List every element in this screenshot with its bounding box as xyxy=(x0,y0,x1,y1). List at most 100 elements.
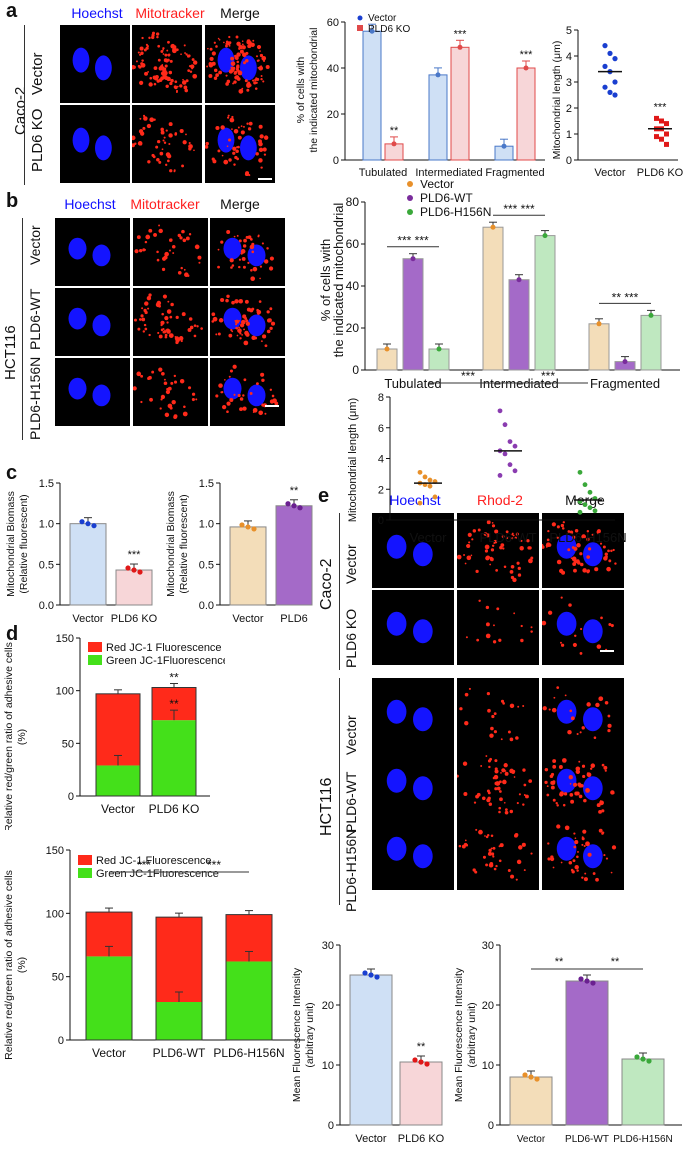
y-axis-label: Relative red/green ratio of adhesive cel… xyxy=(3,642,15,830)
significance-label: ** xyxy=(417,1041,426,1053)
bar xyxy=(482,226,504,371)
b-header-mitotracker: Mitotracker xyxy=(130,196,200,212)
y-axis-label: Mitochondrial Biomass xyxy=(165,491,177,597)
y-axis-label: Relative red/green ratio of adhesive cel… xyxy=(3,870,15,1060)
a-tiles-hoechst-r1 xyxy=(60,105,130,183)
y-axis-label: Mean Fluorescence Intensity xyxy=(291,967,303,1102)
data-point xyxy=(137,569,143,575)
y-tick-label: 1.0 xyxy=(39,519,54,531)
x-tick-label: Tubulated xyxy=(384,376,441,391)
e-tiles-hoechst-r1 xyxy=(372,590,454,665)
legend-marker xyxy=(88,655,102,665)
bar xyxy=(362,30,382,161)
y-axis-label: (Relative fluorescent) xyxy=(18,494,30,593)
significance-label: *** *** xyxy=(397,234,429,248)
data-point xyxy=(362,970,368,976)
y-axis-label: (%) xyxy=(16,957,28,973)
significance-label: *** xyxy=(541,369,555,383)
chart-c-ko: 0.0 0.5 1.0 1.5 Mitochondrial Biomass (Relati… xyxy=(5,478,158,625)
y-tick-label: 20 xyxy=(346,321,360,335)
data-point xyxy=(602,63,608,69)
data-point xyxy=(654,115,659,121)
y-tick-label: 1.5 xyxy=(199,478,214,490)
e-tiles-merge-r2 xyxy=(542,678,624,753)
data-point xyxy=(542,233,548,239)
data-point xyxy=(436,346,442,352)
data-point xyxy=(501,143,507,149)
bar xyxy=(399,1061,443,1126)
bar-green xyxy=(226,961,272,1040)
x-tick-label: Tubulated xyxy=(359,167,408,179)
b-tiles-merge-r2 xyxy=(210,358,285,426)
bar xyxy=(349,974,393,1126)
significance-label: ** xyxy=(290,485,299,497)
y-axis-label: Mean Fluorescence Intensity xyxy=(453,967,465,1102)
a-tiles-red-r1 xyxy=(132,105,202,183)
y-tick-label: 30 xyxy=(482,940,494,952)
scale-bar xyxy=(600,890,614,892)
y-tick-label: 2 xyxy=(566,103,572,115)
a-header-mitotracker: Mitotracker xyxy=(135,5,205,21)
b-header-hoechst: Hoechst xyxy=(64,196,116,212)
data-point xyxy=(612,79,618,85)
panel-label-a: a xyxy=(6,0,18,22)
significance-label: ** xyxy=(169,671,179,685)
legend-label: Green JC-1Fluorescence xyxy=(96,868,219,880)
y-tick-label: 0 xyxy=(566,155,572,167)
b-row-h156n: PLD6-H156N xyxy=(27,356,43,440)
data-point xyxy=(410,256,416,262)
data-point xyxy=(664,121,669,127)
data-point xyxy=(125,565,131,571)
data-point xyxy=(582,482,588,488)
a-header-merge: Merge xyxy=(220,5,260,21)
b-tiles-hoechst-r0 xyxy=(55,218,130,286)
e-header-rhod2: Rhod-2 xyxy=(477,492,523,508)
significance-label: ** xyxy=(555,956,564,968)
y-tick-label: 0.0 xyxy=(39,600,54,612)
b-tiles-red-r2 xyxy=(133,358,208,426)
y-axis-label: Mitochondrial Biomass xyxy=(5,491,17,597)
y-tick-label: 1.0 xyxy=(199,519,214,531)
x-tick-label: Vector xyxy=(355,1133,387,1145)
data-point xyxy=(285,501,291,507)
data-point xyxy=(577,469,583,475)
legend-label: Vector xyxy=(420,180,454,191)
y-tick-label: 100 xyxy=(56,686,74,698)
data-point xyxy=(612,92,618,98)
y-tick-label: 0 xyxy=(488,1120,494,1132)
y-axis-label: (arbitrary unit) xyxy=(304,1002,316,1067)
x-tick-label: Vector xyxy=(92,1046,126,1060)
y-tick-label: 60 xyxy=(346,237,360,251)
data-point xyxy=(612,56,618,62)
data-point xyxy=(369,28,375,34)
y-tick-label: 30 xyxy=(322,940,334,952)
bar-green xyxy=(96,765,140,796)
e-group1-label: Caco-2 xyxy=(318,558,335,610)
e-tiles-red-r3 xyxy=(457,747,539,822)
data-point xyxy=(646,1058,652,1064)
y-tick-label: 0 xyxy=(58,1035,64,1047)
x-tick-label: PLD6-WT xyxy=(153,1046,206,1060)
a-tiles-merge-r0 xyxy=(205,25,275,103)
bar xyxy=(402,258,424,371)
data-point xyxy=(607,89,613,95)
chart-d-ko: 0 50 100 150 Relative red/green ratio of adh… xyxy=(3,633,225,830)
data-point xyxy=(602,84,608,90)
y-axis-label: % of cells with xyxy=(295,57,307,124)
panel-label-e: e xyxy=(318,485,330,507)
legend-label: Vector xyxy=(368,13,397,24)
bar xyxy=(509,1076,553,1126)
y-axis-label: % of cells with xyxy=(318,239,333,321)
data-point xyxy=(622,359,628,365)
y-tick-label: 0.5 xyxy=(199,559,214,571)
x-tick-label: Fragmented xyxy=(590,376,660,391)
legend-marker xyxy=(407,181,413,187)
e-row1-ko: PLD6 KO xyxy=(343,608,359,668)
data-point xyxy=(523,65,529,71)
legend-marker xyxy=(88,642,102,652)
significance-label: *** xyxy=(137,858,151,872)
x-tick-label: PLD6-WT xyxy=(479,530,536,545)
e-group2-label: HCT116 xyxy=(318,777,335,836)
x-tick-label: PLD6 KO xyxy=(398,1133,445,1145)
